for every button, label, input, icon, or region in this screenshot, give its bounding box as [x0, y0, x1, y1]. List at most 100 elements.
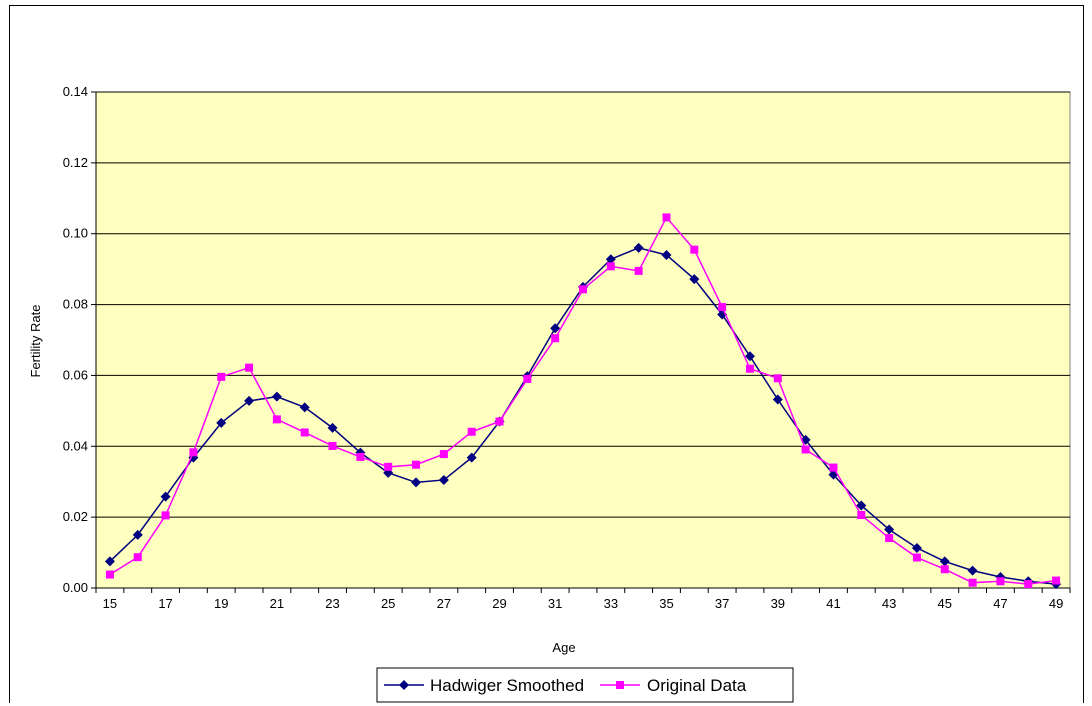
- data-point: [857, 511, 866, 520]
- x-axis-ticks: 15 17 19 21 23 25 27 29 31 33 35 37 39 41 43 45 47 49: [95, 588, 1071, 611]
- data-point: [773, 374, 782, 383]
- data-point: [634, 266, 643, 275]
- data-point: [300, 428, 309, 437]
- data-point: [884, 524, 895, 535]
- series-original-data: [105, 213, 1061, 589]
- x-tick-label: 41: [826, 596, 840, 611]
- x-tick-label: 15: [103, 596, 117, 611]
- data-point: [885, 534, 894, 543]
- x-tick-label: 45: [938, 596, 952, 611]
- data-point: [384, 462, 393, 471]
- x-tick-label: 39: [771, 596, 785, 611]
- plot-area: [95, 91, 1071, 589]
- data-point: [245, 363, 254, 372]
- data-point: [550, 323, 561, 334]
- data-point: [744, 351, 755, 362]
- x-tick-label: 25: [381, 596, 395, 611]
- y-tick-label: 0.06: [63, 367, 88, 382]
- data-point: [1024, 580, 1033, 589]
- data-point: [523, 374, 532, 383]
- data-point: [662, 213, 671, 222]
- data-point: [968, 578, 977, 587]
- x-tick-label: 43: [882, 596, 896, 611]
- data-point: [689, 274, 700, 285]
- data-point: [579, 285, 587, 294]
- data-point: [271, 391, 282, 402]
- data-point: [133, 553, 142, 562]
- data-point: [801, 445, 810, 454]
- data-point: [967, 565, 978, 576]
- x-axis-title: Age: [552, 640, 575, 655]
- legend-diamond-marker: [399, 680, 409, 690]
- data-point: [132, 529, 143, 540]
- data-point: [605, 254, 616, 265]
- data-point: [466, 452, 477, 463]
- data-point: [411, 477, 422, 488]
- y-tick-label: 0.14: [63, 84, 88, 99]
- data-point: [467, 427, 476, 436]
- data-point: [996, 577, 1005, 586]
- data-point: [551, 334, 560, 343]
- x-tick-label: 31: [548, 596, 562, 611]
- data-point: [912, 553, 921, 562]
- data-point: [272, 415, 281, 424]
- x-tick-label: 21: [270, 596, 284, 611]
- legend-item-original: Original Data: [600, 676, 747, 695]
- legend-label-hadwiger: Hadwiger Smoothed: [430, 676, 584, 695]
- data-point: [328, 441, 337, 450]
- data-point: [105, 570, 114, 579]
- x-tick-label: 29: [492, 596, 506, 611]
- x-tick-label: 47: [993, 596, 1007, 611]
- x-tick-label: 27: [437, 596, 451, 611]
- data-point: [356, 452, 365, 461]
- data-point: [216, 417, 227, 428]
- data-point: [189, 448, 198, 457]
- legend: Hadwiger Smoothed Original Data: [376, 667, 794, 703]
- x-tick-label: 17: [158, 596, 172, 611]
- data-point: [661, 249, 672, 260]
- x-tick-label: 23: [325, 596, 339, 611]
- y-tick-label: 0.12: [63, 155, 88, 170]
- data-point: [718, 303, 727, 312]
- y-tick-label: 0.10: [63, 226, 88, 241]
- data-point: [911, 542, 922, 553]
- data-point: [690, 245, 699, 254]
- data-point: [1052, 576, 1061, 585]
- data-point: [412, 460, 421, 469]
- data-point: [829, 463, 838, 472]
- data-point: [439, 450, 448, 459]
- data-point: [104, 556, 115, 567]
- data-point: [495, 417, 504, 426]
- data-point: [327, 422, 338, 433]
- x-tick-label: 19: [214, 596, 228, 611]
- y-tick-label: 0.00: [63, 580, 88, 595]
- x-tick-label: 37: [715, 596, 729, 611]
- legend-square-marker: [616, 681, 624, 689]
- data-point: [244, 395, 255, 406]
- legend-label-original: Original Data: [647, 676, 747, 695]
- y-tick-label: 0.08: [63, 297, 88, 312]
- data-point: [940, 565, 949, 574]
- series-layer: [104, 213, 1062, 590]
- data-point: [606, 262, 615, 271]
- y-tick-label: 0.04: [63, 438, 88, 453]
- data-point: [160, 491, 171, 502]
- data-point: [856, 500, 867, 511]
- y-axis-ticks: 0.00 0.02 0.04 0.06 0.08 0.10 0.12 0.14: [63, 84, 1070, 595]
- x-tick-label: 33: [604, 596, 618, 611]
- grid-lines: [96, 91, 1070, 518]
- legend-box: [376, 667, 794, 703]
- data-point: [438, 474, 449, 485]
- data-point: [745, 364, 754, 373]
- x-tick-label: 49: [1049, 596, 1063, 611]
- data-point: [939, 556, 950, 567]
- data-point: [299, 402, 310, 413]
- data-point: [633, 242, 644, 253]
- data-point: [161, 511, 170, 520]
- data-point: [772, 394, 783, 405]
- data-point: [217, 372, 226, 381]
- legend-item-hadwiger: Hadwiger Smoothed: [384, 676, 584, 695]
- x-tick-label: 35: [659, 596, 673, 611]
- y-axis-title: Fertility Rate: [28, 305, 43, 378]
